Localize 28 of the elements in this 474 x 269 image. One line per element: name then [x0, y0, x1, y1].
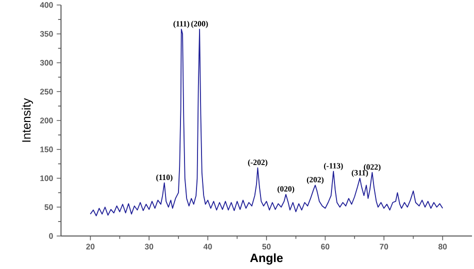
- x-tick-label: 70: [380, 244, 388, 250]
- y-axis-title: Intensity: [22, 98, 33, 142]
- annotation: (111): [173, 20, 190, 28]
- y-tick-label: 50: [44, 204, 53, 210]
- annotation: (200): [191, 20, 208, 28]
- annotation: (-202): [248, 159, 268, 167]
- annotation: (-113): [324, 162, 343, 170]
- annotation: (202): [306, 176, 324, 184]
- x-tick-label: 20: [86, 244, 94, 250]
- x-tick-label: 30: [144, 244, 154, 250]
- annotation: (020): [278, 186, 294, 194]
- x-tick-label: 50: [262, 244, 271, 250]
- y-tick-label: 250: [40, 88, 53, 94]
- x-tick-label: 60: [321, 244, 330, 250]
- annotation: (110): [156, 174, 172, 182]
- line-series: [90, 28, 444, 216]
- y-tick-label: 300: [40, 60, 53, 66]
- y-tick-label: 100: [40, 175, 53, 182]
- y-tick-label: 350: [40, 31, 53, 37]
- y-tick-label: 150: [40, 146, 53, 152]
- x-axis-title: Angle: [250, 253, 283, 265]
- annotation: (311): [352, 170, 368, 178]
- y-tick-label: 0: [49, 233, 53, 239]
- x-tick-label: 80: [438, 244, 447, 250]
- annotation: (022): [364, 164, 380, 172]
- y-tick-label: 200: [40, 118, 53, 124]
- x-tick-label: 40: [203, 244, 212, 250]
- y-tick-label: 400: [40, 2, 53, 8]
